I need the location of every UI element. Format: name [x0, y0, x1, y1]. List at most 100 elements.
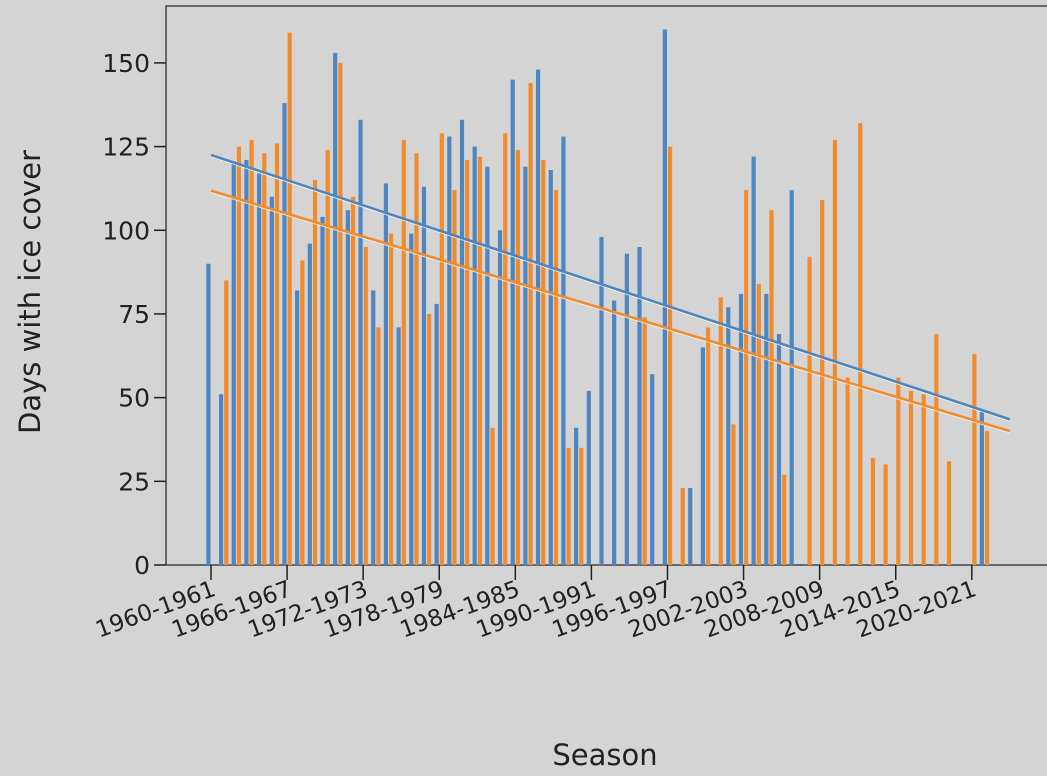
bar-series1 [650, 374, 655, 565]
bar-series1 [637, 247, 642, 565]
bar-series2 [401, 139, 406, 565]
bar-series2 [490, 427, 495, 565]
bar-series2 [363, 247, 368, 565]
bar-series1 [776, 334, 782, 565]
bar-series1 [624, 253, 629, 565]
bar-series1 [599, 236, 604, 566]
bar-series2 [515, 149, 521, 565]
bar-series1 [472, 146, 477, 565]
y-axis-label: Days with ice cover [13, 150, 47, 434]
bar-series2 [667, 146, 673, 565]
bar-series1 [662, 29, 667, 565]
y-axis: 0 25 50 75 100 125 150 [102, 49, 166, 580]
bar-series1 [612, 300, 617, 565]
bar-series1 [269, 196, 274, 566]
y-tick-label: 50 [118, 384, 150, 413]
bar-series1 [764, 293, 769, 565]
bar-series1 [497, 230, 503, 565]
trendline-series2 [210, 189, 1011, 433]
bars-group [206, 29, 990, 566]
bar-series1 [789, 190, 794, 565]
trendline-series1 [210, 153, 1011, 421]
bar-series2 [870, 457, 876, 565]
bar-series2 [782, 474, 787, 565]
bar-series2 [452, 190, 457, 565]
bar-series1 [307, 243, 312, 565]
bar-series2 [896, 377, 901, 565]
bar-series1 [345, 210, 350, 566]
bar-series2 [832, 139, 838, 565]
bar-series1 [421, 186, 427, 565]
bar-series1 [751, 156, 756, 566]
bar-series2 [338, 62, 343, 566]
bar-series2 [389, 233, 394, 565]
bar-series1 [726, 307, 731, 565]
bar-series2 [528, 82, 533, 565]
bar-series1 [523, 166, 528, 565]
bar-series2 [503, 133, 508, 565]
bar-series2 [439, 133, 444, 565]
bar-series1 [700, 347, 706, 565]
bar-series1 [574, 427, 579, 565]
bar-series2 [236, 146, 242, 565]
y-tick-label: 100 [102, 216, 150, 245]
bar-series1 [561, 136, 566, 565]
bar-series2 [414, 153, 419, 565]
bar-series1 [586, 390, 591, 565]
bar-series1 [459, 119, 465, 565]
bar-series2 [883, 464, 888, 565]
bar-series1 [231, 163, 236, 565]
bar-series1 [447, 136, 452, 565]
y-tick-label: 125 [102, 133, 150, 162]
bar-series1 [206, 263, 211, 565]
bar-series2 [845, 377, 850, 565]
bar-series2 [262, 153, 267, 565]
bar-series2 [706, 327, 711, 565]
bar-series1 [295, 290, 300, 565]
bar-series1 [409, 233, 414, 565]
bar-series2 [541, 159, 546, 565]
bar-series2 [287, 32, 292, 565]
y-tick-label: 0 [134, 551, 150, 580]
bar-series2 [984, 431, 990, 565]
bar-series2 [350, 196, 356, 566]
bar-series2 [807, 257, 812, 565]
bar-series2 [274, 143, 280, 566]
bar-series2 [972, 354, 977, 565]
bar-series1 [535, 69, 541, 565]
trendlines-group [210, 153, 1011, 434]
bar-series1 [383, 183, 389, 566]
bar-series1 [282, 103, 287, 566]
bar-series1 [371, 290, 376, 565]
bar-series2 [820, 200, 825, 565]
bar-series2 [224, 280, 229, 565]
bar-series1 [257, 173, 262, 565]
bar-series2 [477, 156, 482, 566]
bar-series2 [579, 447, 584, 565]
bar-series1 [320, 216, 325, 565]
bar-series2 [731, 424, 736, 565]
bar-series1 [979, 411, 984, 565]
bar-series1 [548, 170, 553, 566]
bar-series1 [218, 394, 224, 565]
bar-series2 [376, 327, 381, 565]
bar-series2 [566, 447, 571, 565]
x-axis-label: Season [552, 738, 657, 772]
y-tick-label: 150 [102, 49, 150, 78]
bar-series1 [396, 327, 401, 565]
bar-series2 [465, 159, 470, 565]
bar-series1 [333, 52, 338, 565]
bar-series2 [769, 210, 774, 566]
bar-series2 [300, 260, 305, 565]
bar-series2 [642, 317, 647, 565]
bar-series2 [744, 190, 749, 565]
bar-series1 [510, 79, 515, 565]
bar-series2 [312, 180, 318, 565]
bar-series2 [680, 488, 685, 565]
bar-series1 [358, 119, 363, 565]
bar-series2 [427, 313, 432, 565]
bar-series2 [718, 297, 723, 565]
bar-series1 [738, 293, 744, 565]
